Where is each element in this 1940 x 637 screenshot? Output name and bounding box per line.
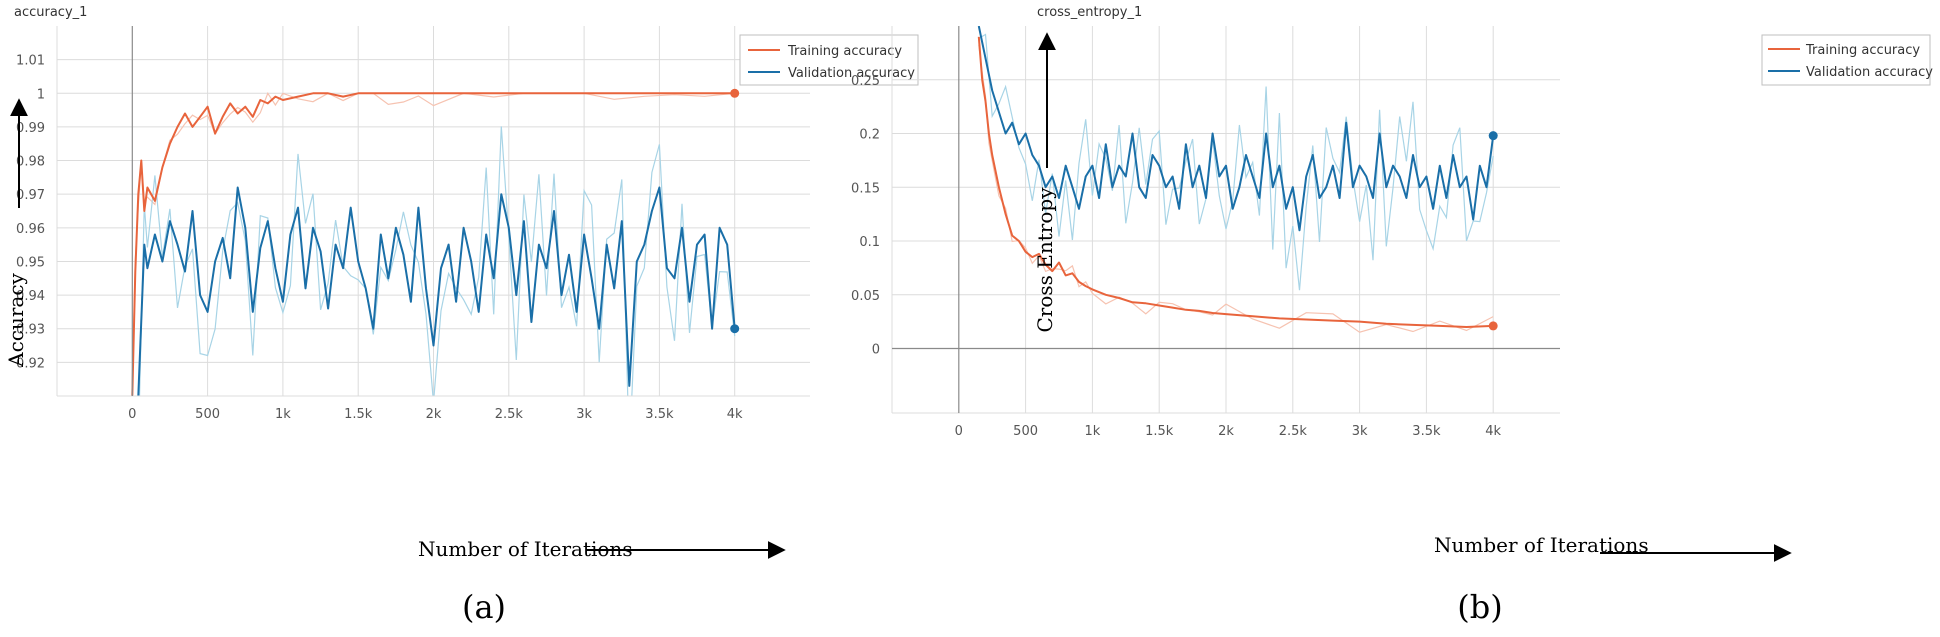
y-tick-labels: 0.92 0.93 0.94 0.95 0.96 0.97 0.98 0.99 1 1.01 [16, 54, 45, 372]
x-tick-label: 3.5k [645, 407, 674, 422]
x-tick-label: 500 [195, 407, 220, 422]
x-tick-label: 4k [727, 407, 743, 422]
y-tick-label: 0.2 [859, 128, 880, 143]
series-end-point [1488, 321, 1498, 331]
y-tick-label: 0.96 [16, 222, 45, 237]
x-tick-label: 1k [275, 407, 291, 422]
plot-area: 0 500 1k 1.5k 2k 2.5k 3k 3.5k 4k 0 0.05 0.1 0.15 0.2… [851, 26, 1560, 439]
x-tick-label: 2.5k [495, 407, 524, 422]
x-tick-label: 3.5k [1412, 424, 1441, 439]
y-tick-labels: 0 0.05 0.1 0.15 0.2 0.25 [851, 74, 880, 358]
legend-label-training: Training accuracy [1805, 43, 1920, 58]
x-tick-label: 0 [955, 424, 963, 439]
panel-title: accuracy_1 [14, 5, 87, 20]
accuracy-panel: accuracy_1 0 500 1k 1.5k 2k 2.5k 3k 3.5k 4k 0.92… [4, 5, 919, 626]
x-tick-label: 500 [1013, 424, 1038, 439]
x-tick-labels: 0 500 1k 1.5k 2k 2.5k 3k 3.5k 4k [128, 407, 743, 422]
y-tick-label: 0.94 [16, 289, 45, 304]
y-tick-label: 0.97 [16, 188, 45, 203]
legend: Training accuracy Validation accuracy [1761, 34, 1933, 86]
legend-label-training: Training accuracy [787, 44, 902, 59]
x-tick-label: 2.5k [1279, 424, 1308, 439]
axes [891, 26, 1560, 414]
y-tick-label: 0.05 [851, 289, 880, 304]
series-line-training [131, 92, 735, 396]
x-tick-label: 1k [1084, 424, 1100, 439]
x-tick-label: 2k [1218, 424, 1234, 439]
panel-title: cross_entropy_1 [1037, 5, 1142, 20]
series-end-point [730, 88, 740, 98]
x-tick-labels: 0 500 1k 1.5k 2k 2.5k 3k 3.5k 4k [955, 424, 1502, 439]
y-tick-label: 0.95 [16, 255, 45, 270]
series-line-training [977, 36, 1494, 328]
y-tick-label: 1.01 [16, 54, 45, 69]
x-tick-label: 4k [1485, 424, 1501, 439]
x-tick-label: 2k [426, 407, 442, 422]
x-tick-label: 0 [128, 407, 136, 422]
series-layer [977, 26, 1495, 328]
x-tick-label: 1.5k [344, 407, 373, 422]
legend-label-validation: Validation accuracy [1806, 65, 1933, 80]
axes [56, 26, 810, 397]
raw-series-line [138, 126, 736, 396]
y-tick-label: 0.1 [859, 235, 880, 250]
y-tick-label: 0.93 [16, 323, 45, 338]
grid [892, 26, 1560, 413]
series-line-validation [977, 26, 1495, 232]
legend-label-validation: Validation accuracy [788, 66, 915, 81]
x-tick-label: 3k [1352, 424, 1368, 439]
y-tick-label: 0.92 [16, 356, 45, 371]
y-tick-label: 0.98 [16, 155, 45, 170]
plot-area: 0 500 1k 1.5k 2k 2.5k 3k 3.5k 4k 0.920.930.940.9… [16, 26, 810, 422]
y-axis-label: Accuracy [4, 272, 28, 367]
legend: Training accuracy Validation accuracy [739, 34, 919, 86]
y-axis-label: Cross Entropy [1033, 187, 1057, 333]
series-line-validation [137, 186, 736, 396]
x-tick-label: 3k [576, 407, 592, 422]
series-end-point [730, 324, 740, 334]
y-tick-label: 0 [872, 343, 880, 358]
y-tick-label: 0.99 [16, 121, 45, 136]
x-tick-label: 1.5k [1145, 424, 1174, 439]
series-end-point [1488, 131, 1498, 141]
cross-entropy-panel: cross_entropy_1 0 500 1k 1.5k 2k 2.5k 3k 3.5k 4k… [851, 5, 1933, 626]
y-tick-label: 0.15 [851, 181, 880, 196]
panel-label: (b) [1457, 588, 1502, 626]
panel-label: (a) [462, 588, 506, 626]
y-tick-label: 1 [37, 87, 45, 102]
raw-series-line [978, 33, 1494, 291]
series-layer [131, 92, 736, 396]
y-tick-label: 0.25 [851, 74, 880, 89]
